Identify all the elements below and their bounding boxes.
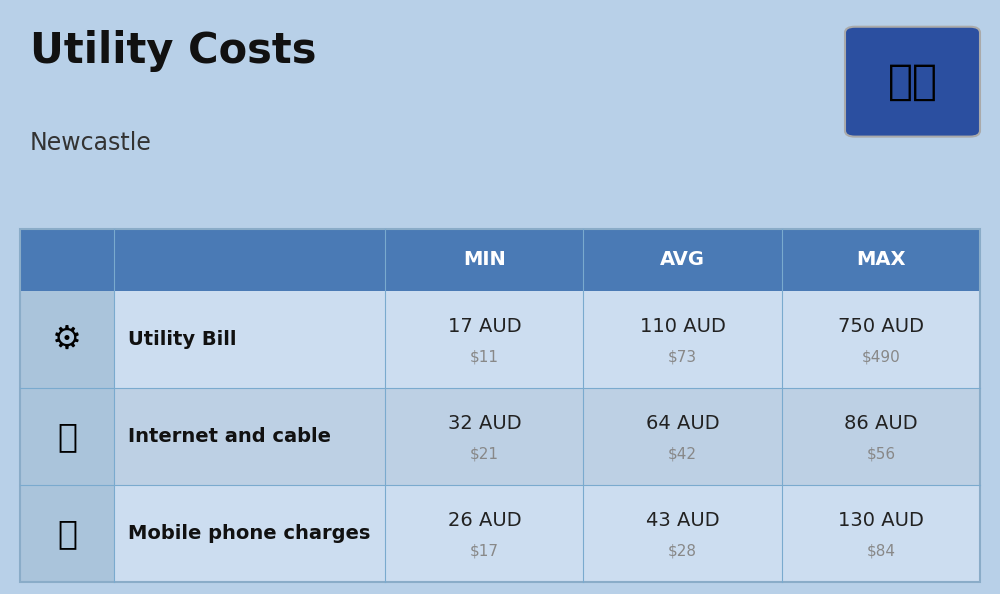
Text: 17 AUD: 17 AUD (448, 317, 521, 336)
Text: $17: $17 (470, 544, 499, 559)
Text: Utility Costs: Utility Costs (30, 30, 316, 72)
Text: MIN: MIN (463, 251, 506, 269)
Text: $11: $11 (470, 350, 499, 365)
FancyBboxPatch shape (845, 27, 980, 137)
FancyBboxPatch shape (20, 388, 980, 485)
Text: $73: $73 (668, 350, 697, 365)
Text: 130 AUD: 130 AUD (838, 511, 924, 530)
Text: 📶: 📶 (57, 420, 77, 453)
Text: $28: $28 (668, 544, 697, 559)
FancyBboxPatch shape (20, 291, 114, 388)
Text: 750 AUD: 750 AUD (838, 317, 924, 336)
Text: 32 AUD: 32 AUD (448, 414, 521, 433)
Text: Newcastle: Newcastle (30, 131, 152, 154)
Text: 🇦🇺: 🇦🇺 (888, 61, 938, 103)
Text: 26 AUD: 26 AUD (448, 511, 521, 530)
Text: $84: $84 (866, 544, 895, 559)
Text: Internet and cable: Internet and cable (128, 427, 331, 446)
Text: $21: $21 (470, 447, 499, 462)
FancyBboxPatch shape (20, 291, 980, 388)
FancyBboxPatch shape (20, 485, 114, 582)
Text: 86 AUD: 86 AUD (844, 414, 918, 433)
Text: Utility Bill: Utility Bill (128, 330, 237, 349)
Text: 110 AUD: 110 AUD (640, 317, 726, 336)
Text: $490: $490 (861, 350, 900, 365)
Text: Mobile phone charges: Mobile phone charges (128, 524, 371, 543)
Text: 43 AUD: 43 AUD (646, 511, 719, 530)
FancyBboxPatch shape (20, 485, 980, 582)
Text: $42: $42 (668, 447, 697, 462)
FancyBboxPatch shape (20, 229, 980, 291)
FancyBboxPatch shape (20, 388, 114, 485)
Text: 64 AUD: 64 AUD (646, 414, 719, 433)
Text: MAX: MAX (856, 251, 906, 269)
Text: 📱: 📱 (57, 517, 77, 550)
Text: ⚙️: ⚙️ (52, 323, 82, 356)
Text: AVG: AVG (660, 251, 705, 269)
Text: $56: $56 (866, 447, 895, 462)
